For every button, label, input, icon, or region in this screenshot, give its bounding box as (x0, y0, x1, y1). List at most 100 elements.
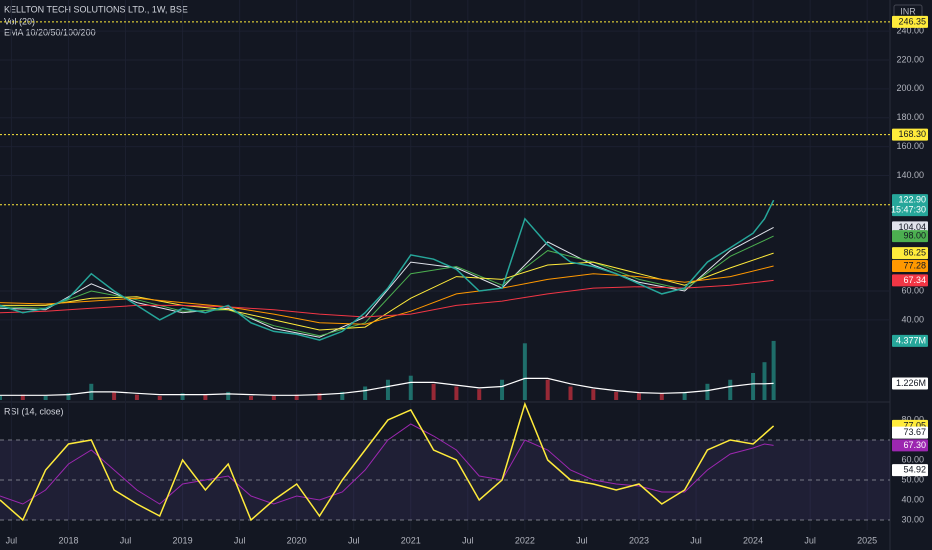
ema-line (0, 252, 774, 331)
rsi-tick-label: 60.00 (901, 454, 924, 464)
rsi-ma-last-label: 67.30 (903, 440, 926, 450)
ema-last-label-bg (892, 230, 928, 243)
x-tick-label: 2020 (287, 535, 307, 545)
ema-last-label-bg (892, 247, 928, 260)
x-tick-label: 2024 (743, 535, 763, 545)
x-tick-label: Jul (804, 535, 816, 545)
volume-bar (771, 340, 776, 400)
x-tick-label: 2022 (515, 535, 535, 545)
volume-bar (363, 386, 368, 400)
rsi-tick-label: 40.00 (901, 494, 924, 504)
price-last-bg (892, 194, 928, 217)
ema-last-label-bg (892, 274, 928, 287)
volume-bar (340, 391, 345, 400)
x-tick-label: Jul (348, 535, 360, 545)
y-tick-label: 240.00 (896, 25, 924, 35)
volume-bar (20, 394, 25, 400)
y-tick-label: 140.00 (896, 170, 924, 180)
rsi-tick-label: 30.00 (901, 514, 924, 524)
rsi-tick-label: 50.00 (901, 474, 924, 484)
volume-last-label: 4.377M (896, 335, 926, 345)
rsi-title: RSI (14, close) (4, 406, 64, 416)
volume-bar (134, 394, 139, 400)
rsi-ma-line (0, 423, 774, 505)
volume-bar (180, 393, 185, 400)
x-tick-label: 2019 (173, 535, 193, 545)
volume-bar (522, 343, 527, 400)
level-label: 246.35 (898, 16, 926, 26)
volume-bar (226, 391, 231, 400)
rsi-extra-label: 73.67 (903, 427, 926, 437)
price-line (0, 199, 775, 341)
ema-line (0, 265, 774, 325)
rsi-extra-label-bg (892, 464, 928, 477)
volume-last-label-bg (892, 334, 928, 347)
y-tick-label: 40.00 (901, 314, 924, 324)
level-label-bg (892, 128, 928, 141)
x-tick-label: Jul (6, 535, 18, 545)
level-label: 168.30 (898, 129, 926, 139)
x-tick-label: Jul (462, 535, 474, 545)
y-tick-label: 180.00 (896, 112, 924, 122)
volume-ma-last-label-bg (892, 377, 928, 390)
currency[interactable]: INR (900, 6, 916, 16)
x-tick-label: 2025 (857, 535, 877, 545)
ema-last-label: 98.00 (903, 231, 926, 241)
volume-bar (408, 375, 413, 400)
volume-bar (385, 379, 390, 400)
volume-bar (705, 383, 710, 400)
volume-bar (591, 389, 596, 400)
volume-bar (249, 395, 254, 400)
volume-bar (751, 373, 756, 400)
x-tick-label: Jul (120, 535, 132, 545)
volume-bar (112, 391, 117, 400)
rsi-extra-label: 54.92 (903, 465, 926, 475)
rsi-line (0, 401, 775, 522)
rsi-band (0, 440, 890, 520)
volume-bar (659, 393, 664, 400)
ema-title: EMA 10/20/50/100/200 (4, 27, 96, 37)
volume-bar (636, 393, 641, 400)
x-tick-label: Jul (234, 535, 246, 545)
volume-bar (43, 395, 48, 400)
price-last-label: 122.90 (898, 195, 926, 205)
volume-title: Vol (20) (4, 16, 35, 26)
ema-last-label: 104.04 (898, 222, 926, 232)
volume-bar (614, 391, 619, 400)
volume-bar (66, 393, 71, 400)
x-tick-label: 2023 (629, 535, 649, 545)
volume-bar (157, 395, 162, 400)
x-tick-label: Jul (576, 535, 588, 545)
volume-bar (728, 379, 733, 400)
rsi-ma-last-label-bg (892, 439, 928, 452)
volume-bar (568, 386, 573, 400)
y-tick-label: 160.00 (896, 141, 924, 151)
volume-bar (431, 383, 436, 400)
volume-bar (762, 362, 767, 400)
x-tick-label: 2021 (401, 535, 421, 545)
x-tick-label: 2018 (58, 535, 78, 545)
y-tick-label: 200.00 (896, 83, 924, 93)
volume-ma (0, 377, 774, 396)
volume-bar (271, 395, 276, 400)
y-tick-label: 220.00 (896, 54, 924, 64)
countdown: 15:47:30 (891, 205, 926, 215)
ema-line (0, 226, 774, 338)
volume-bar (477, 389, 482, 400)
level-label-bg (892, 15, 928, 28)
rsi-tick-label: 80.00 (901, 414, 924, 424)
ema-last-label: 86.25 (903, 247, 926, 257)
ema-last-label-bg (892, 260, 928, 273)
volume-bar (545, 379, 550, 400)
rsi-extra-label-bg (892, 426, 928, 439)
chart-title: KELLTON TECH SOLUTIONS LTD., 1W, BSE (4, 4, 188, 14)
volume-bar (294, 394, 299, 400)
x-tick-label: Jul (690, 535, 702, 545)
y-tick-label: 60.00 (901, 285, 924, 295)
volume-bar (500, 379, 505, 400)
volume-ma-last-label: 1.226M (896, 378, 926, 388)
rsi-last-label: 77.05 (903, 420, 926, 430)
ema-last-label: 77.28 (903, 260, 926, 270)
volume-bar (682, 391, 687, 400)
